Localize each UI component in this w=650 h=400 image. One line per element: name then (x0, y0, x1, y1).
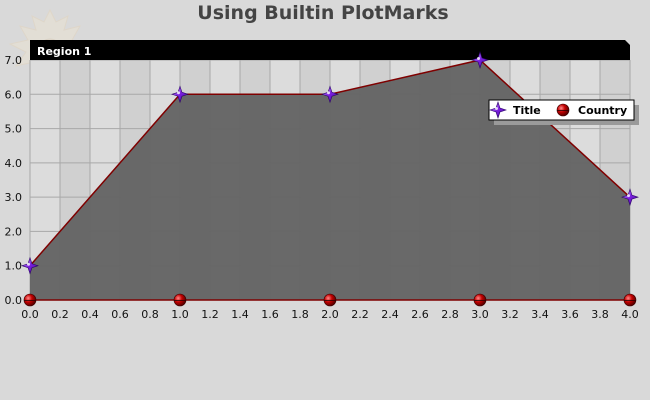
point-country (173, 293, 187, 307)
x-tick-label: 0.6 (111, 308, 129, 321)
x-tick-label: 3.2 (501, 308, 519, 321)
x-tick-label: 0.2 (51, 308, 69, 321)
point-country (473, 293, 487, 307)
x-tick-label: 2.2 (351, 308, 369, 321)
y-tick-label: 2.0 (5, 225, 23, 238)
point-title (321, 85, 339, 104)
y-tick-label: 1.0 (5, 260, 23, 273)
x-axis-ticks: 0.0 0.2 0.4 0.6 0.8 1.0 1.2 1.4 1.6 1.8 2.0 2.2 2.4 2… (21, 308, 639, 321)
x-tick-label: 1.0 (171, 308, 189, 321)
x-tick-label: 3.4 (531, 308, 549, 321)
x-tick-label: 1.6 (261, 308, 279, 321)
legend-marker-country (556, 103, 570, 117)
point-title (171, 85, 189, 104)
region-label: Region 1 (37, 45, 91, 58)
x-tick-label: 2.0 (321, 308, 339, 321)
y-tick-label: 7.0 (5, 54, 23, 67)
x-tick-label: 4.0 (621, 308, 639, 321)
point-country (23, 293, 37, 307)
legend-label-title: Title (513, 104, 541, 117)
legend: Title Country (488, 99, 639, 125)
x-tick-label: 3.8 (591, 308, 609, 321)
x-tick-label: 1.8 (291, 308, 309, 321)
markers (21, 51, 639, 307)
x-tick-label: 1.2 (201, 308, 219, 321)
point-country (323, 293, 337, 307)
series-area-title (30, 60, 630, 300)
point-title (471, 51, 489, 69)
legend-label-country: Country (578, 104, 627, 117)
x-tick-label: 2.6 (411, 308, 429, 321)
y-tick-label: 4.0 (5, 157, 23, 170)
y-tick-label: 6.0 (5, 88, 23, 101)
region-bar (30, 40, 630, 60)
x-tick-label: 0.8 (141, 308, 159, 321)
x-tick-label: 3.6 (561, 308, 579, 321)
y-tick-label: 3.0 (5, 191, 23, 204)
point-title (21, 256, 39, 275)
y-tick-label: 0.0 (5, 294, 23, 307)
y-axis-ticks: 0.0 1.0 2.0 3.0 4.0 5.0 6.0 7.0 (5, 54, 23, 307)
point-title (621, 188, 639, 207)
point-country (623, 293, 637, 307)
x-tick-label: 2.8 (441, 308, 459, 321)
x-tick-label: 3.0 (471, 308, 489, 321)
y-tick-label: 5.0 (5, 123, 23, 136)
legend-marker-title (489, 101, 507, 119)
x-tick-label: 0.0 (21, 308, 39, 321)
x-tick-label: 1.4 (231, 308, 249, 321)
x-tick-label: 2.4 (381, 308, 399, 321)
region-header: Region 1 (30, 40, 630, 60)
chart-title: Using Builtin PlotMarks (197, 2, 448, 24)
x-tick-label: 0.4 (81, 308, 99, 321)
